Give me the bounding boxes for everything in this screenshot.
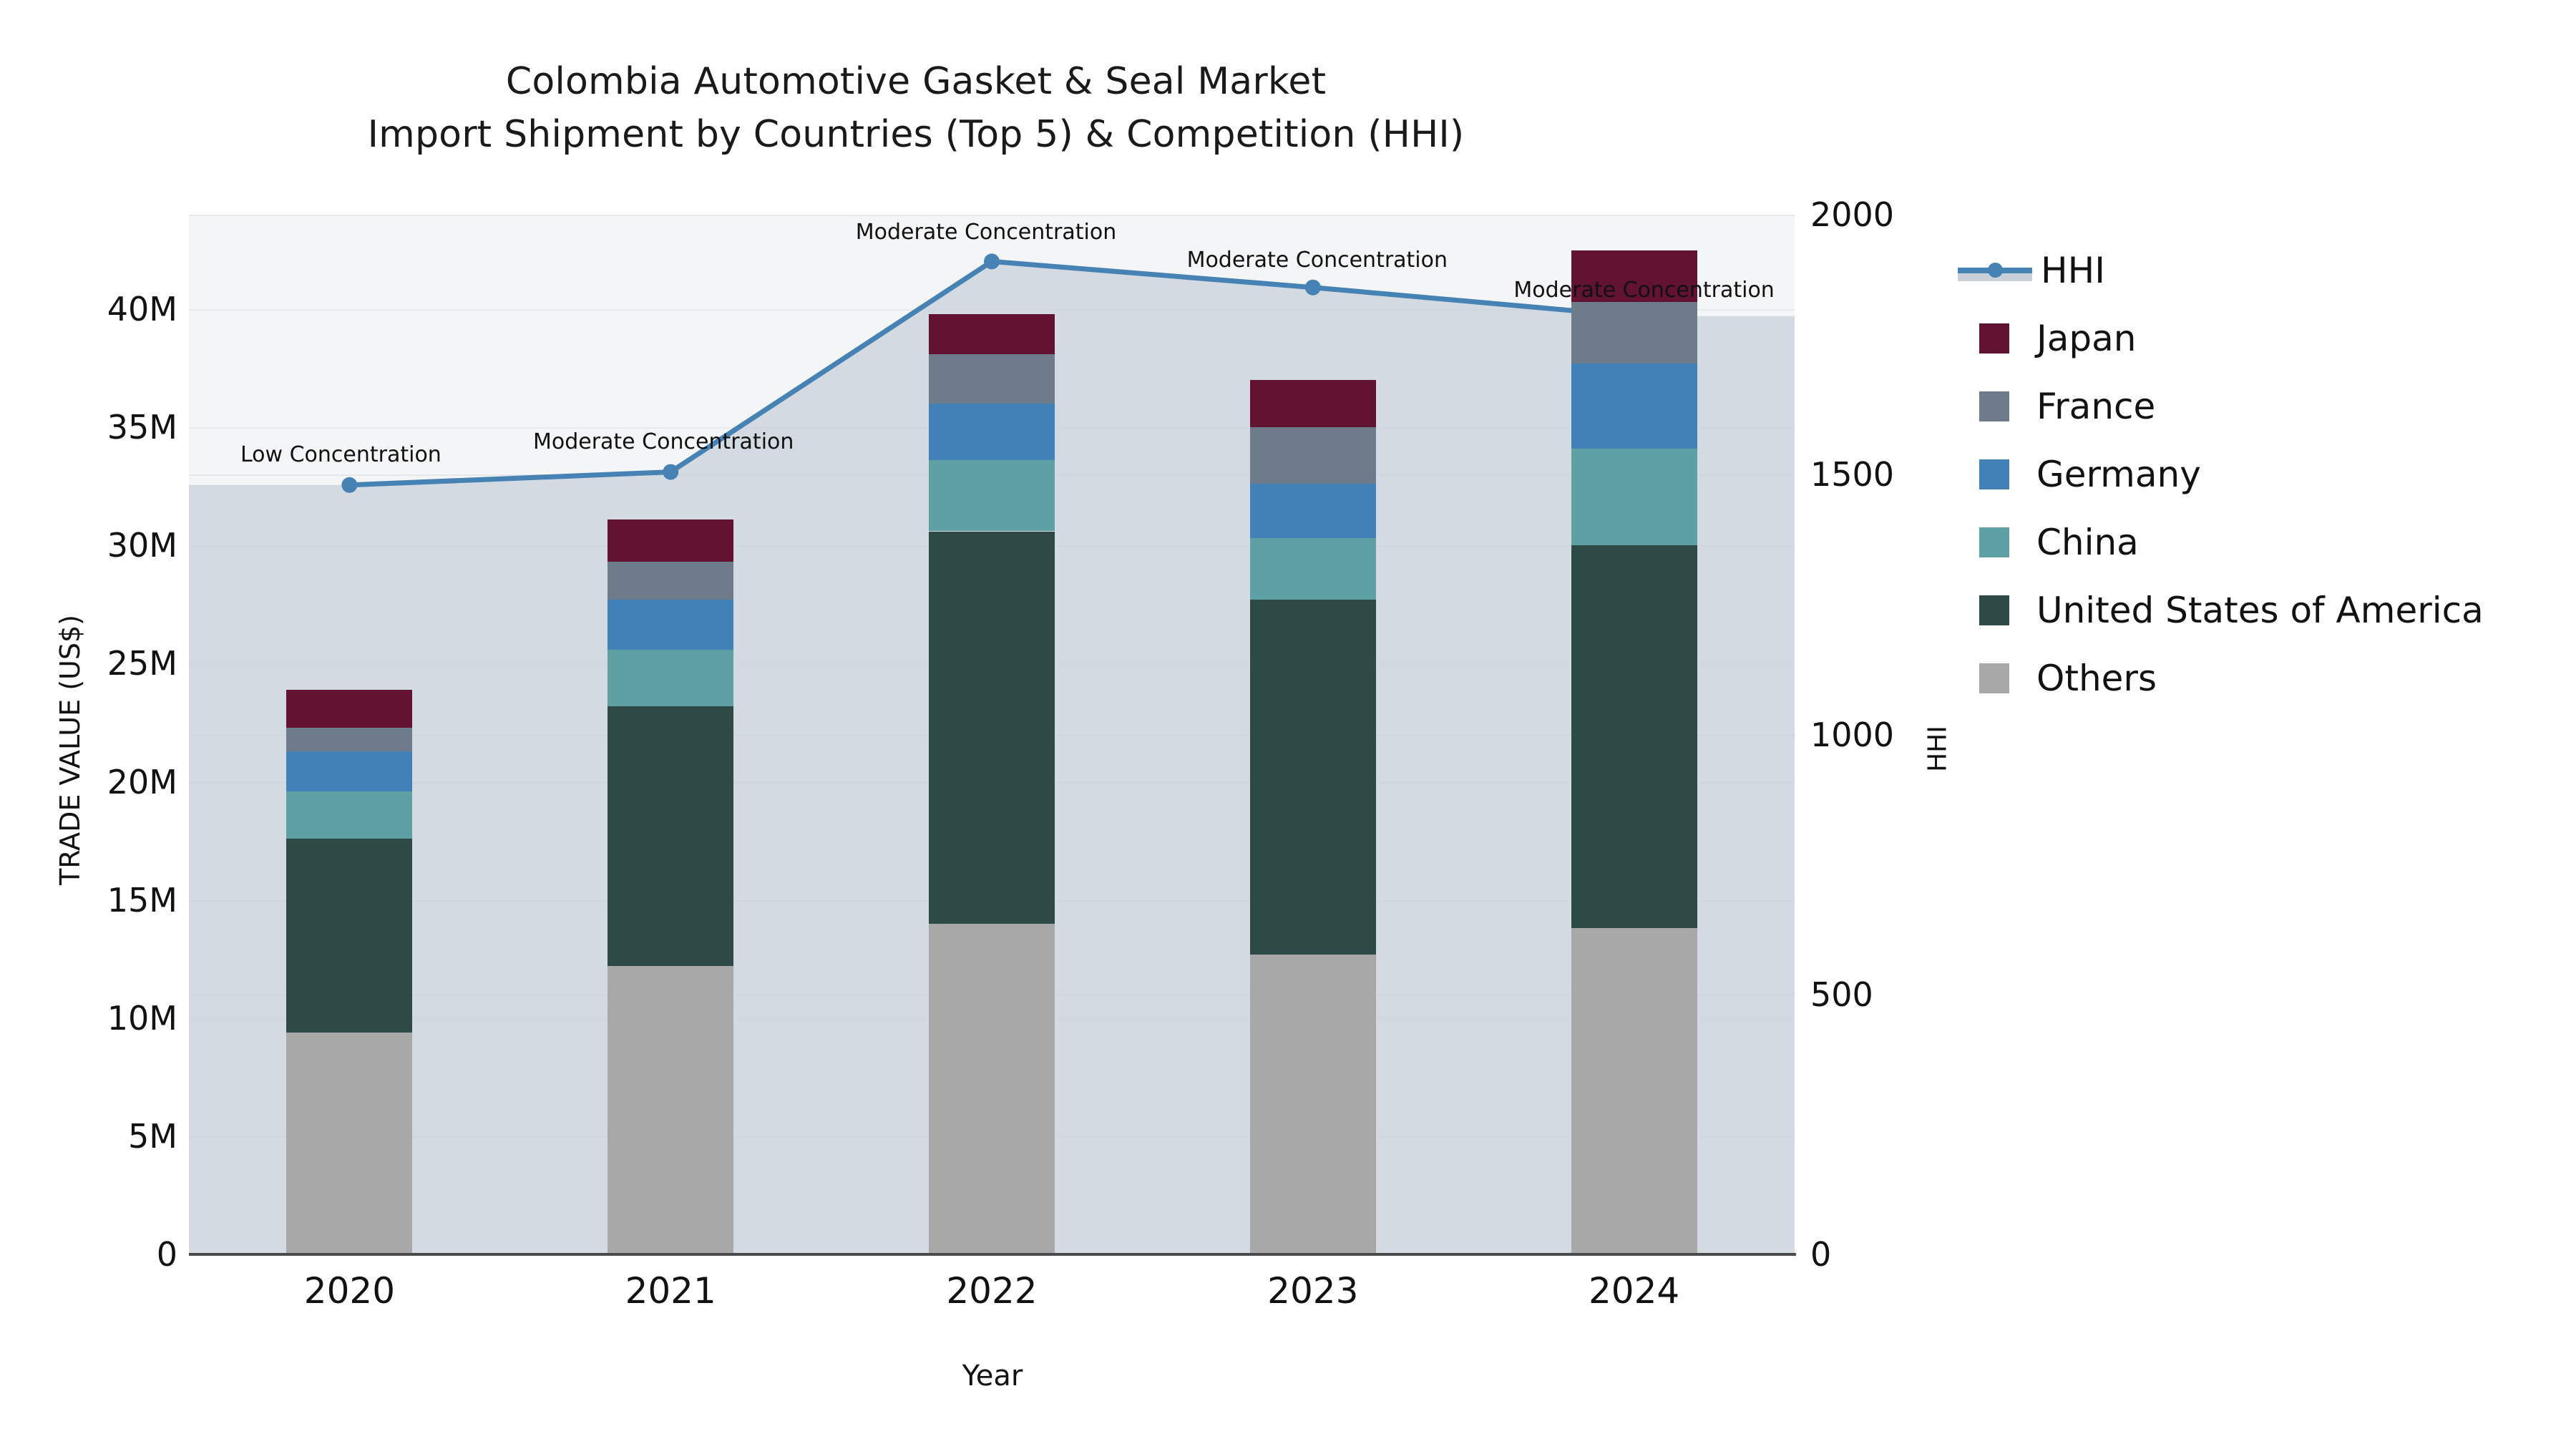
legend-line-icon <box>1958 255 2032 286</box>
bar-segment[interactable] <box>1249 484 1376 539</box>
x-axis-tick: 2020 <box>303 1270 396 1312</box>
legend-swatch-icon <box>1979 459 2009 489</box>
legend-item[interactable]: Japan <box>1958 304 2545 372</box>
bar-segment[interactable] <box>929 531 1055 924</box>
hhi-point-annotation: Low Concentration <box>240 441 441 467</box>
hhi-point-annotation: Moderate Concentration <box>1186 247 1448 273</box>
bar-segment[interactable] <box>608 649 734 706</box>
legend-item[interactable]: United States of America <box>1958 576 2545 644</box>
bar-segment[interactable] <box>608 966 734 1254</box>
legend-item-label: Japan <box>2036 317 2137 359</box>
bar-segment[interactable] <box>286 791 413 839</box>
x-axis-tick: 2021 <box>625 1270 716 1312</box>
hhi-point-annotation: Moderate Concentration <box>1513 277 1775 303</box>
hhi-data-point[interactable] <box>1304 279 1321 296</box>
y-axis-left-label: TRADE VALUE (US$) <box>54 615 86 885</box>
y-axis-left-tick: 15M <box>107 880 177 919</box>
x-axis-tick: 2024 <box>1588 1270 1680 1312</box>
y-axis-left-tick: 0 <box>156 1235 177 1274</box>
bar-segment[interactable] <box>1249 538 1376 600</box>
legend-item[interactable]: France <box>1958 372 2545 440</box>
legend-swatch-icon <box>1979 663 2009 693</box>
bar-group[interactable] <box>608 215 734 1254</box>
legend-item-label: Germany <box>2036 453 2201 495</box>
x-axis-tick: 2023 <box>1267 1270 1359 1312</box>
bar-segment[interactable] <box>929 353 1055 404</box>
bar-segment[interactable] <box>1571 928 1697 1254</box>
y-axis-left-tick: 5M <box>128 1116 177 1156</box>
bar-segment[interactable] <box>1249 380 1376 428</box>
y-axis-right-tick: 2000 <box>1810 195 1895 234</box>
y-axis-left-tick: 40M <box>107 290 177 329</box>
legend-swatch-icon <box>1979 323 2009 353</box>
bar-segment[interactable] <box>1571 448 1697 546</box>
chart-title-line-2: Import Shipment by Countries (Top 5) & C… <box>367 112 1465 156</box>
legend: HHI Japan France Germany China United States … <box>1958 236 2545 712</box>
legend-item[interactable]: HHI <box>1958 236 2545 304</box>
y-axis-right-tick: 1500 <box>1810 455 1895 494</box>
bar-segment[interactable] <box>608 706 734 967</box>
y-axis-right-tick: 0 <box>1810 1235 1832 1274</box>
bar-segment[interactable] <box>1249 600 1376 955</box>
bar-segment[interactable] <box>286 727 413 751</box>
page-title: Colombia Automotive Gasket & Seal Market… <box>0 56 1832 162</box>
bar-segment[interactable] <box>1571 250 1697 303</box>
bar-segment[interactable] <box>608 600 734 650</box>
hhi-point-annotation: Moderate Concentration <box>532 429 794 454</box>
gridline-right <box>189 215 1795 216</box>
bar-segment[interactable] <box>929 923 1055 1254</box>
x-axis-line <box>189 1253 1796 1256</box>
bar-segment[interactable] <box>608 562 734 600</box>
legend-item[interactable]: Germany <box>1958 440 2545 508</box>
legend-item-label: HHI <box>2041 249 2105 291</box>
bar-group[interactable] <box>286 215 413 1254</box>
y-axis-left-tick: 35M <box>107 408 177 447</box>
legend-swatch-icon <box>1979 527 2009 557</box>
bar-segment[interactable] <box>1571 545 1697 929</box>
legend-swatch-icon <box>1979 595 2009 625</box>
plot-area <box>189 215 1795 1256</box>
hhi-data-point[interactable] <box>663 464 679 480</box>
bar-segment[interactable] <box>929 313 1055 354</box>
chart-title-line-1: Colombia Automotive Gasket & Seal Market <box>505 60 1327 103</box>
y-axis-left-tick: 30M <box>107 526 177 565</box>
bar-segment[interactable] <box>1249 427 1376 484</box>
y-axis-left-tick: 10M <box>107 998 177 1038</box>
legend-swatch-icon <box>1979 391 2009 421</box>
legend-item-label: France <box>2036 385 2156 427</box>
bar-segment[interactable] <box>1249 954 1376 1254</box>
bar-group[interactable] <box>1571 215 1697 1254</box>
hhi-data-point[interactable] <box>341 477 358 493</box>
bar-group[interactable] <box>929 215 1055 1254</box>
y-axis-right-label: HHI <box>1923 726 1953 772</box>
y-axis-right-tick: 1000 <box>1810 715 1895 754</box>
legend-item[interactable]: Others <box>1958 644 2545 712</box>
hhi-point-annotation: Moderate Concentration <box>855 220 1117 245</box>
legend-item-label: Others <box>2036 657 2157 699</box>
legend-item-label: China <box>2036 521 2139 563</box>
x-axis-tick: 2022 <box>946 1270 1038 1312</box>
bar-segment[interactable] <box>1571 302 1697 364</box>
bar-segment[interactable] <box>286 1032 413 1254</box>
bar-segment[interactable] <box>286 751 413 791</box>
bar-segment[interactable] <box>286 838 413 1033</box>
hhi-data-point[interactable] <box>984 253 1000 270</box>
bar-segment[interactable] <box>1571 364 1697 449</box>
bar-group[interactable] <box>1249 215 1376 1254</box>
legend-item-label: United States of America <box>2036 589 2484 631</box>
legend-item[interactable]: China <box>1958 508 2545 576</box>
y-axis-left-tick: 25M <box>107 644 177 683</box>
bar-segment[interactable] <box>286 689 413 728</box>
bar-segment[interactable] <box>608 519 734 562</box>
bar-segment[interactable] <box>929 460 1055 532</box>
bar-segment[interactable] <box>929 404 1055 461</box>
y-axis-right-tick: 500 <box>1810 975 1873 1014</box>
y-axis-left-tick: 20M <box>107 762 177 801</box>
x-axis-label: Year <box>962 1360 1023 1392</box>
